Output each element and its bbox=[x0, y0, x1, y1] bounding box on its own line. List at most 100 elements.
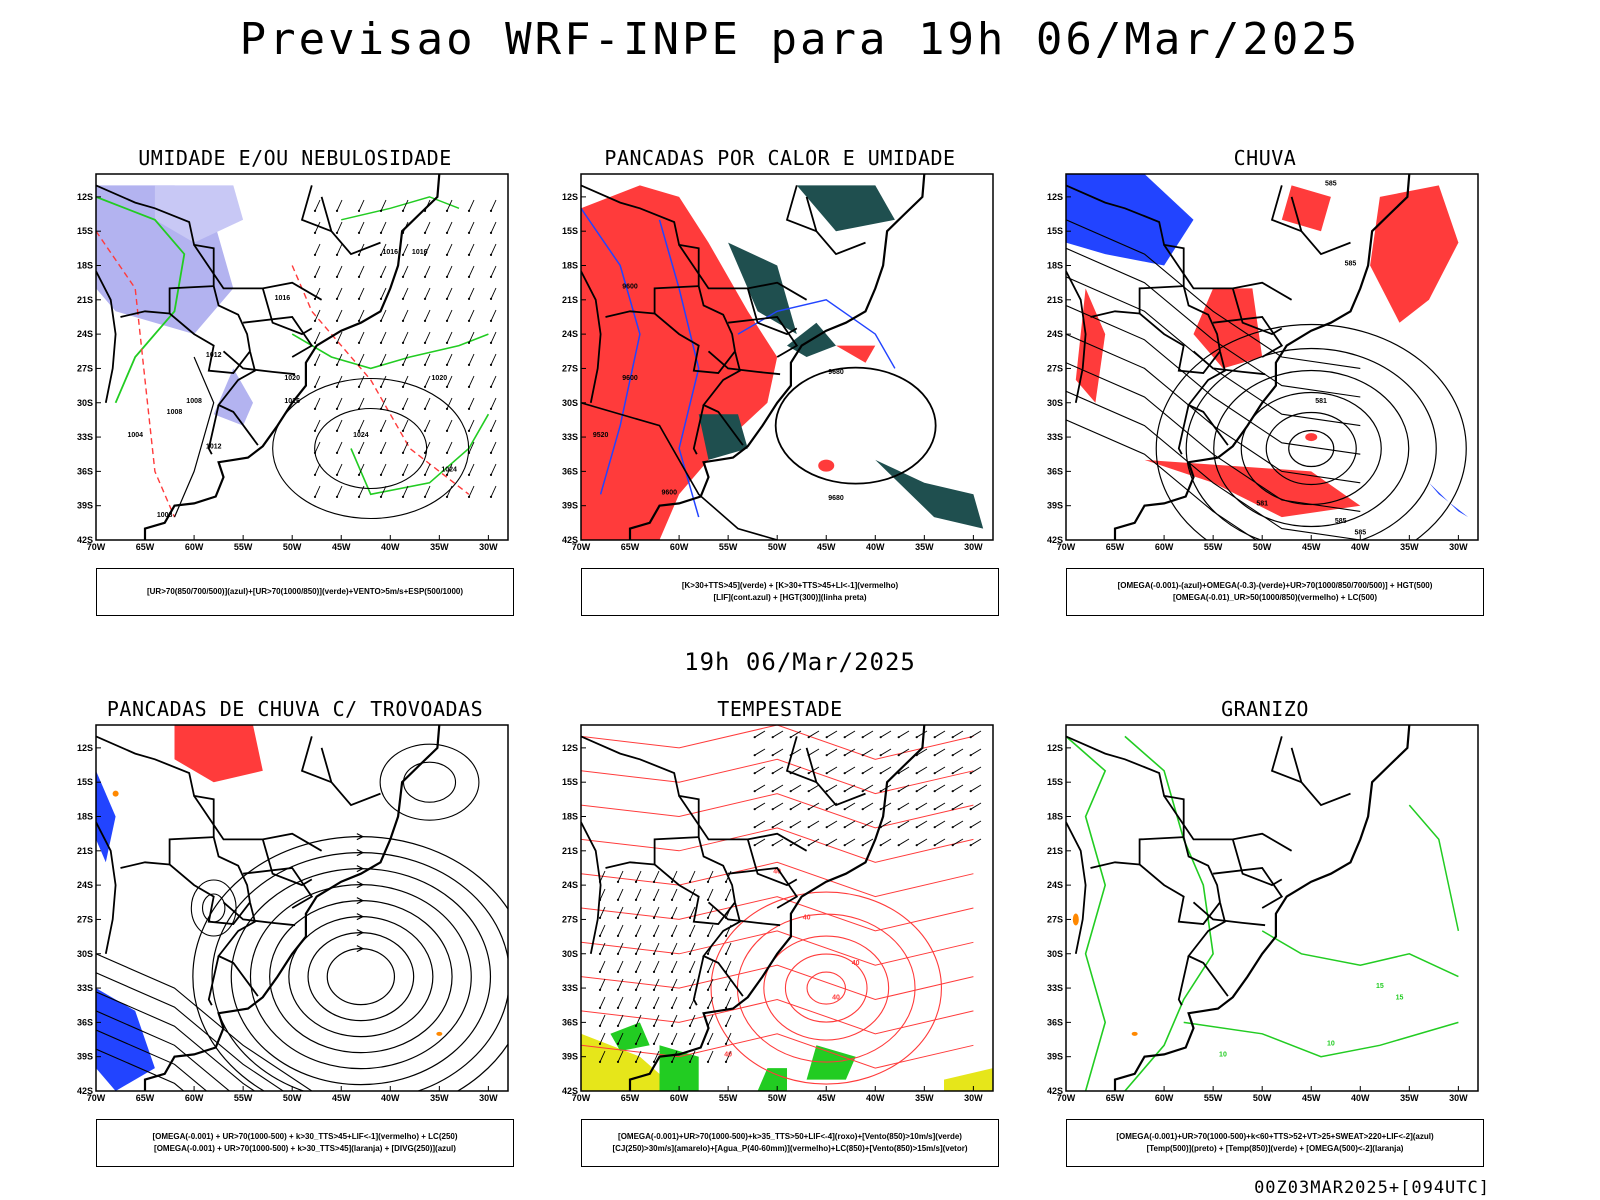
wind-vector-head bbox=[688, 1024, 692, 1028]
wind-vector-head bbox=[706, 970, 710, 974]
wind-vector bbox=[446, 419, 453, 432]
wind-vector-head bbox=[825, 736, 828, 739]
streamline bbox=[96, 953, 316, 1091]
streamline bbox=[192, 836, 508, 1091]
panel-title: GRANIZO bbox=[1221, 697, 1309, 721]
contour-label: 585 bbox=[1345, 261, 1357, 268]
wind-vector bbox=[336, 353, 343, 366]
wind-vector-head bbox=[379, 275, 383, 279]
country-border bbox=[1090, 861, 1140, 869]
wind-vector-head bbox=[616, 1060, 620, 1064]
wind-vector-head bbox=[445, 341, 449, 345]
wind-vector bbox=[402, 353, 409, 366]
lat-label: 27S bbox=[1047, 914, 1063, 924]
wind-vector bbox=[358, 397, 365, 410]
coastline bbox=[628, 174, 926, 540]
lat-label: 15S bbox=[77, 226, 93, 236]
wind-vector-head bbox=[951, 754, 954, 757]
lat-label: 36S bbox=[562, 1017, 578, 1027]
wind-vector-head bbox=[670, 1042, 674, 1046]
country-border bbox=[702, 902, 744, 997]
wind-vector bbox=[617, 924, 624, 937]
wind-vector-head bbox=[313, 341, 317, 345]
wind-vector-head bbox=[706, 1042, 710, 1046]
streamline bbox=[402, 761, 457, 803]
streamline-arrow bbox=[356, 913, 365, 921]
wind-vector bbox=[358, 199, 365, 212]
wind-vector bbox=[468, 441, 475, 454]
wind-vector bbox=[671, 1050, 678, 1063]
country-border bbox=[727, 867, 799, 909]
wind-vector bbox=[490, 485, 497, 498]
wind-vector bbox=[898, 838, 910, 846]
wind-vector-head bbox=[771, 790, 774, 793]
country-border bbox=[785, 736, 817, 784]
wind-vector-head bbox=[771, 772, 774, 775]
wind-vector-head bbox=[357, 209, 361, 213]
streamline-red bbox=[581, 725, 974, 760]
wind-vector bbox=[952, 784, 964, 792]
wind-vector bbox=[635, 942, 642, 955]
wind-vector bbox=[402, 397, 409, 410]
wind-vector-head bbox=[634, 880, 638, 884]
wind-vector-head bbox=[401, 363, 405, 367]
lat-label: 30S bbox=[1047, 949, 1063, 959]
wind-vector bbox=[358, 353, 365, 366]
wind-vector bbox=[314, 419, 321, 432]
panel-title: CHUVA bbox=[1233, 146, 1297, 170]
lon-label: 65W bbox=[621, 1093, 640, 1103]
wind-vector bbox=[725, 960, 732, 973]
country-border bbox=[1231, 288, 1283, 336]
wind-vector-head bbox=[634, 988, 638, 992]
wind-vector bbox=[599, 1032, 606, 1045]
lat-label: 18S bbox=[562, 261, 578, 271]
wind-vector-head bbox=[951, 844, 954, 847]
streamline bbox=[249, 884, 472, 1070]
wind-vector-head bbox=[423, 341, 427, 345]
wind-vector-head bbox=[634, 916, 638, 920]
wind-vector-head bbox=[379, 209, 383, 213]
wind-vector-head bbox=[401, 253, 405, 257]
wind-vector bbox=[880, 730, 892, 738]
wind-vector-head bbox=[335, 253, 339, 257]
wind-vector-head bbox=[879, 808, 882, 811]
wind-vector bbox=[808, 820, 820, 828]
contour-label: 9600 bbox=[622, 375, 638, 382]
wind-vector-head bbox=[489, 429, 493, 433]
contour-label: 1008 bbox=[157, 512, 173, 519]
streamline-red bbox=[581, 1033, 974, 1069]
wind-vector bbox=[490, 397, 497, 410]
wind-vector-head bbox=[634, 1006, 638, 1010]
legend-box: [OMEGA(-0.001)+UR>70(1000-500)+k>35_TTS>… bbox=[581, 1119, 999, 1167]
wind-vector-head bbox=[771, 826, 774, 829]
lat-label: 18S bbox=[1047, 261, 1063, 271]
wind-vector bbox=[468, 243, 475, 256]
wind-vector bbox=[689, 1032, 696, 1045]
lat-label: 24S bbox=[1047, 880, 1063, 890]
wind-vector-head bbox=[771, 736, 774, 739]
streamline-arrow bbox=[356, 833, 365, 841]
wind-vector-head bbox=[652, 880, 656, 884]
wind-vector-head bbox=[489, 473, 493, 477]
contour-label: 9680 bbox=[828, 369, 844, 376]
streamline bbox=[96, 1010, 231, 1091]
country-border bbox=[707, 350, 781, 376]
wind-vector-head bbox=[652, 1024, 656, 1028]
lat-label: 33S bbox=[77, 983, 93, 993]
streamline bbox=[190, 879, 237, 937]
wind-vector-head bbox=[335, 429, 339, 433]
wind-vector-head bbox=[670, 1060, 674, 1064]
wind-vector-head bbox=[489, 253, 493, 257]
wind-vector bbox=[336, 331, 343, 344]
wind-vector bbox=[490, 309, 497, 322]
wind-vector-head bbox=[753, 736, 756, 739]
wind-vector bbox=[844, 838, 856, 846]
wind-vector bbox=[314, 353, 321, 366]
wind-vector-head bbox=[335, 385, 339, 389]
contour-label: 1008 bbox=[186, 398, 202, 405]
wind-vector bbox=[671, 906, 678, 919]
wind-vector-head bbox=[467, 473, 471, 477]
wind-vector-head bbox=[489, 275, 493, 279]
wind-vector bbox=[653, 870, 660, 883]
wind-vector-head bbox=[861, 790, 864, 793]
